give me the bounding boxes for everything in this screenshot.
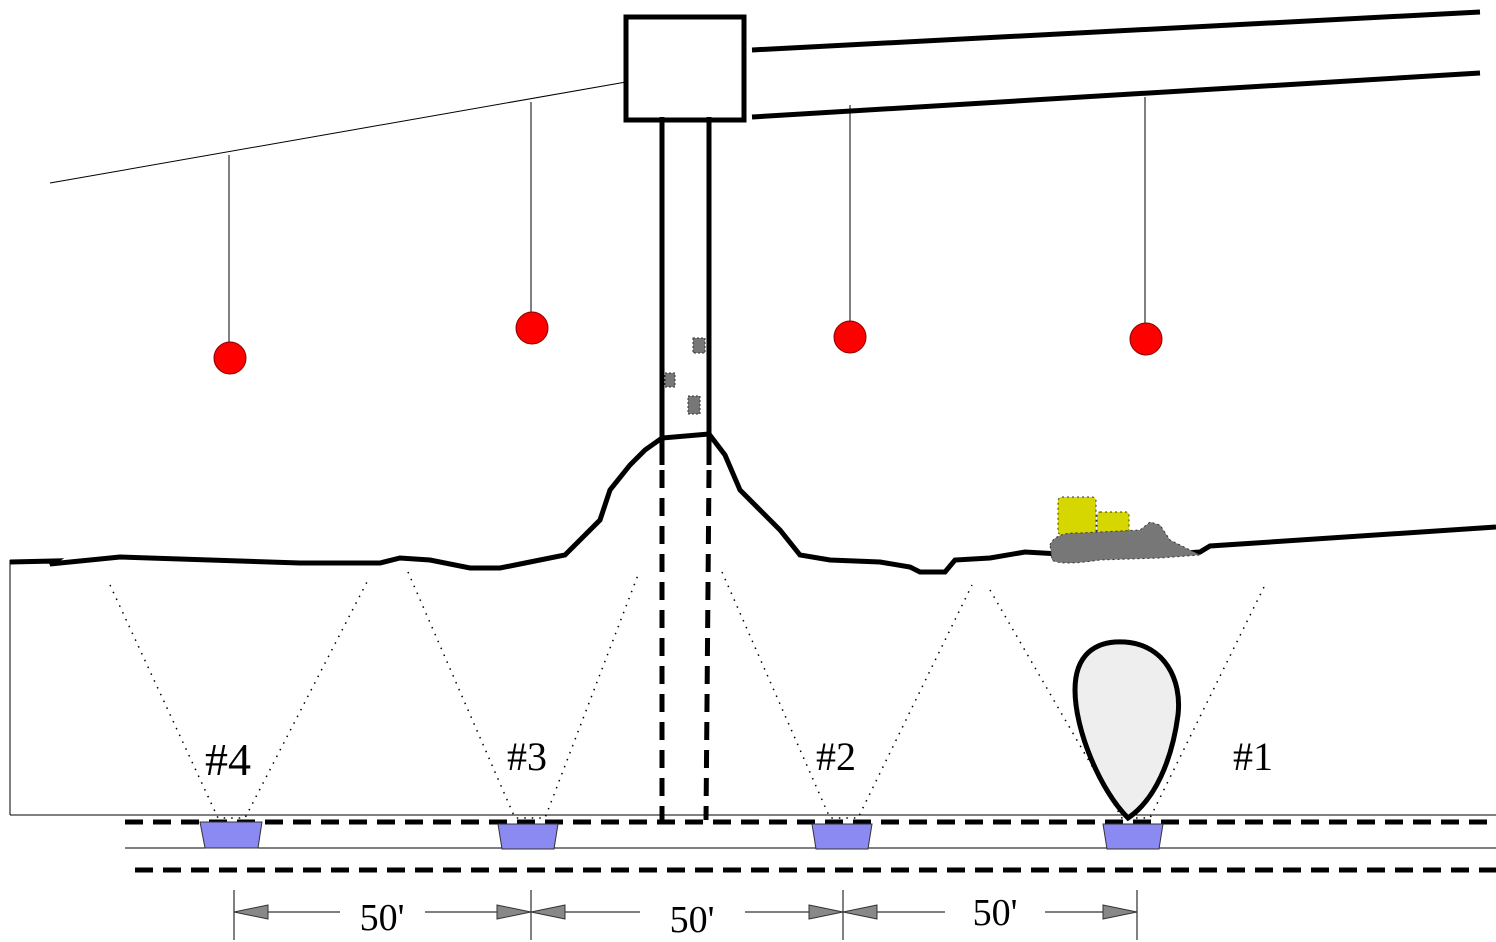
- arrowhead: [808, 904, 844, 920]
- detection-cones: [109, 571, 1266, 819]
- cab: [1057, 496, 1097, 536]
- body: [1049, 521, 1202, 564]
- sensor: [497, 823, 559, 850]
- arrowhead: [496, 904, 532, 920]
- arrowheads: [233, 904, 1138, 920]
- sensor: [199, 821, 263, 849]
- beam: [751, 70, 1481, 120]
- sensor-label: #4: [205, 734, 251, 785]
- head-box: [623, 14, 747, 123]
- light: [1129, 322, 1163, 356]
- sensor: [811, 823, 873, 850]
- cone: [989, 584, 1266, 819]
- arrowhead: [233, 904, 269, 920]
- arrowhead: [530, 904, 566, 920]
- light: [213, 341, 247, 375]
- dimension-label: 50': [670, 899, 715, 941]
- debris: [692, 337, 706, 354]
- light: [515, 311, 549, 345]
- beam: [751, 9, 1481, 53]
- sensor-label: #2: [816, 734, 856, 779]
- cable: [49, 81, 627, 184]
- ground-surface: [9, 431, 1496, 575]
- debris: [664, 372, 676, 388]
- shaft-wall-buried: [703, 469, 712, 821]
- cone: [407, 571, 639, 819]
- dimension-label: 50': [973, 892, 1018, 934]
- debris: [687, 395, 701, 415]
- cavity: [1072, 639, 1182, 822]
- arrowhead: [842, 904, 878, 920]
- cone: [721, 571, 973, 819]
- cone: [109, 579, 369, 819]
- dimension-label: 50': [360, 897, 405, 939]
- lights: [213, 97, 1163, 375]
- arrowhead: [1102, 904, 1138, 920]
- sensor: [1102, 823, 1164, 850]
- bulldozer: [1049, 496, 1202, 564]
- sensor-label: #1: [1233, 734, 1273, 779]
- sensor-label: #3: [507, 734, 547, 779]
- light: [833, 320, 867, 354]
